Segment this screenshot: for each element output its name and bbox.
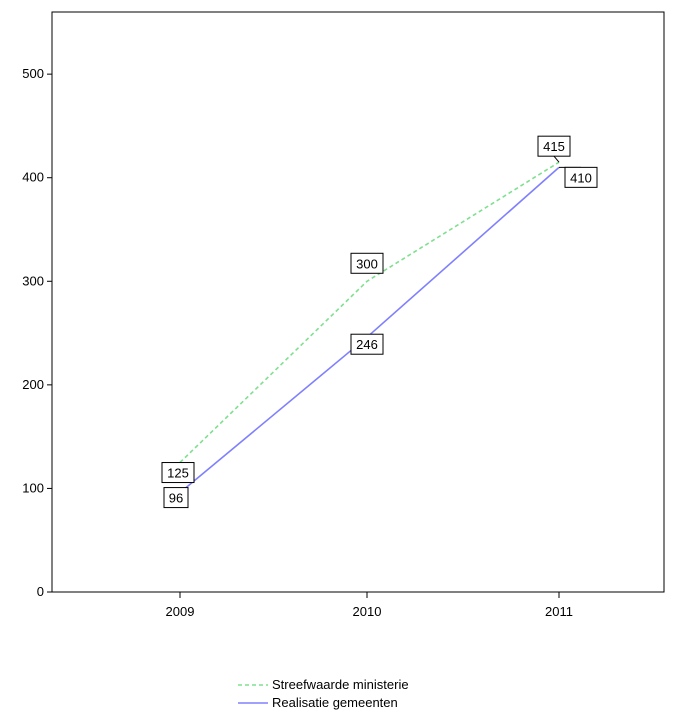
data-label: 415 (537, 135, 571, 163)
data-label: 246 (350, 333, 384, 355)
data-label-text: 96 (169, 491, 183, 506)
data-label-box (564, 166, 598, 188)
data-label: 410 (559, 166, 598, 188)
y-tick-label: 0 (37, 584, 44, 599)
data-label-text: 415 (543, 139, 565, 154)
series-line-streefwaarde (179, 161, 560, 464)
data-label-box (350, 333, 384, 355)
x-tick-label: 2010 (353, 604, 382, 619)
data-label-box (161, 462, 195, 484)
data-label: 300 (350, 252, 384, 274)
data-labels: 125 300 415 96 246 410 (161, 135, 598, 509)
label-leader (553, 155, 560, 163)
y-axis: 0 100 200 300 400 500 (22, 66, 52, 599)
x-tick-label: 2009 (166, 604, 195, 619)
data-label: 125 (161, 462, 195, 484)
data-label-box (350, 252, 384, 274)
y-tick-label: 500 (22, 66, 44, 81)
legend-label: Streefwaarde ministerie (272, 677, 409, 692)
y-tick-label: 400 (22, 170, 44, 185)
data-label-text: 410 (570, 170, 592, 185)
plot-area (51, 11, 665, 593)
x-tick-label: 2011 (545, 604, 573, 619)
data-label-text: 246 (356, 337, 378, 352)
data-label-text: 300 (356, 256, 378, 271)
data-label-box (537, 135, 571, 157)
data-label-box (163, 487, 189, 509)
legend-label: Realisatie gemeenten (272, 695, 398, 710)
y-tick-label: 100 (22, 480, 44, 495)
y-tick-label: 300 (22, 273, 44, 288)
data-label-text: 125 (167, 466, 189, 481)
y-tick-label: 200 (22, 377, 44, 392)
x-axis: 2009 2010 2011 (166, 592, 573, 619)
data-label: 96 (163, 487, 189, 509)
legend: Streefwaarde ministerie Realisatie gemeen… (238, 677, 409, 710)
